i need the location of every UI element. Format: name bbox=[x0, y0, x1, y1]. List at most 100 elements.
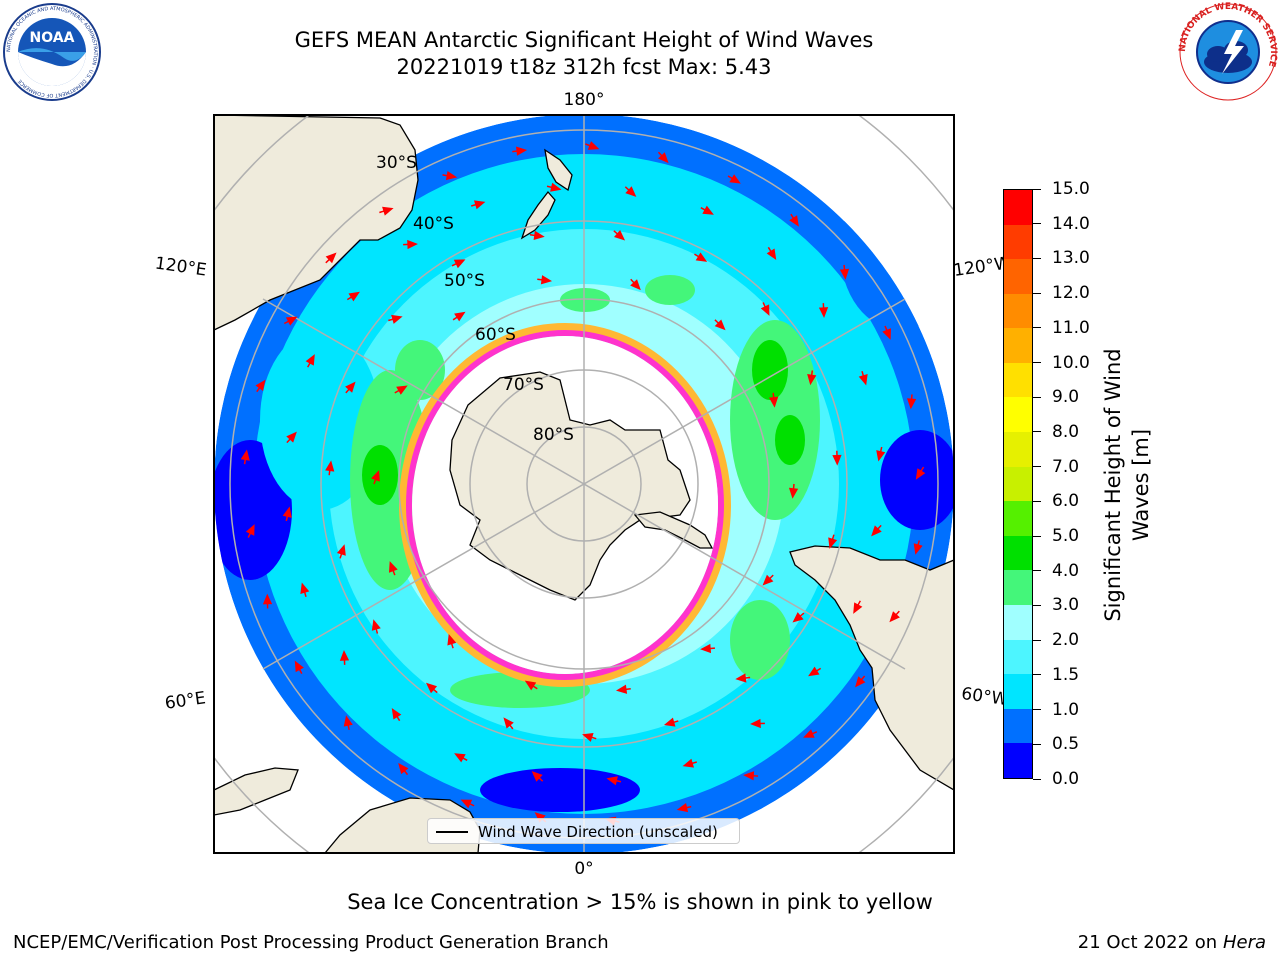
wave-arrow-head bbox=[282, 506, 292, 518]
wave-arrow-head bbox=[473, 200, 486, 210]
noaa-logo: NOAA NATIONAL OCEANIC AND ATMOSPHERIC AD… bbox=[3, 3, 101, 101]
lon-label-120e: 120°E bbox=[154, 254, 208, 281]
wave-arrow-head bbox=[460, 799, 473, 809]
wave-arrow-head bbox=[533, 230, 545, 240]
footer-host: Hera bbox=[1222, 932, 1266, 953]
wave-arrow-head bbox=[613, 230, 626, 241]
wave-arrow-head bbox=[388, 561, 398, 573]
wave-arrow-head bbox=[550, 182, 562, 192]
wave-arrow-head bbox=[855, 676, 866, 688]
wave-arrow-head bbox=[286, 431, 297, 443]
colorbar-tick bbox=[1033, 709, 1041, 711]
wave-arrow-head bbox=[714, 319, 726, 331]
colorbar-title-line1: Significant Height of Wind bbox=[1101, 348, 1125, 622]
wave-arrow-head bbox=[305, 354, 315, 366]
chart-subtitle: 20221019 t18z 312h fcst Max: 5.43 bbox=[396, 55, 772, 79]
colorbar-segment bbox=[1004, 535, 1032, 571]
colorbar-tick-label: 13.0 bbox=[1052, 248, 1090, 269]
wave-arrow-head bbox=[702, 205, 714, 215]
footer-date-text: 21 Oct 2022 on bbox=[1077, 932, 1223, 953]
wave-arrow-head bbox=[839, 268, 850, 280]
wave-arrow-head bbox=[803, 729, 815, 738]
colorbar-tick bbox=[1033, 362, 1041, 364]
map-border bbox=[213, 114, 955, 854]
lon-label-60e: 60°E bbox=[164, 688, 207, 713]
wave-arrow-head bbox=[743, 771, 755, 781]
colorbar-tick bbox=[1033, 188, 1041, 190]
colorbar-tick-label: 5.0 bbox=[1052, 526, 1080, 547]
wave-arrow-head bbox=[906, 398, 917, 410]
colorbar-segment bbox=[1004, 259, 1032, 294]
map-legend: Wind Wave Direction (unscaled) bbox=[427, 818, 740, 844]
wave-arrow-head bbox=[371, 619, 381, 631]
wave-arrow-head bbox=[294, 660, 304, 673]
colorbar-segment bbox=[1004, 570, 1032, 606]
colorbar-tick bbox=[1033, 639, 1041, 641]
ice-edge-outer bbox=[399, 323, 731, 687]
legend-label: Wind Wave Direction (unscaled) bbox=[478, 823, 718, 841]
wave-arrow-head bbox=[240, 449, 250, 461]
wave-arrow-head bbox=[348, 291, 360, 302]
colorbar-tick-label: 6.0 bbox=[1052, 491, 1080, 512]
nws-logo: NATIONAL WEATHER SERVICE bbox=[1178, 2, 1278, 101]
wave-arrow-head bbox=[339, 650, 350, 661]
colorbar-tick-label: 15.0 bbox=[1052, 179, 1090, 199]
lon-label-0: 0° bbox=[574, 859, 593, 879]
wave-arrow-head bbox=[789, 215, 799, 227]
colorbar-tick bbox=[1033, 570, 1041, 572]
wave-arrow-head bbox=[663, 717, 676, 727]
colorbar-tick bbox=[1033, 257, 1041, 259]
wave-arrow-head bbox=[345, 381, 356, 393]
wave-arrow-head bbox=[729, 174, 741, 184]
wave-arrow-head bbox=[245, 524, 255, 536]
wave-arrow-head bbox=[625, 186, 637, 197]
wave-arrow-head bbox=[454, 311, 466, 322]
colorbar-tick-label: 7.0 bbox=[1052, 456, 1080, 477]
lat-label-70s: 70°S bbox=[503, 375, 544, 395]
wave-arrow-head bbox=[262, 593, 273, 605]
wave-arrow-head bbox=[371, 470, 380, 482]
wave-arrow-head bbox=[768, 396, 779, 408]
wave-arrow-head bbox=[913, 543, 923, 555]
wave-arrow-head bbox=[300, 582, 310, 595]
wave-arrow-head bbox=[853, 602, 863, 614]
colorbar-segment bbox=[1004, 362, 1032, 398]
colorbar-tick-label: 1.0 bbox=[1052, 699, 1080, 720]
colorbar-tick-label: 14.0 bbox=[1052, 213, 1090, 234]
footer-date: 21 Oct 2022 on Hera bbox=[1078, 932, 1266, 953]
wave-arrow-head bbox=[524, 680, 537, 691]
wave-arrow-head bbox=[540, 275, 553, 285]
wave-arrow-head bbox=[453, 259, 466, 269]
wave-arrow-head bbox=[398, 762, 409, 775]
colorbar-segment bbox=[1004, 605, 1032, 640]
wave-arrow-head bbox=[630, 279, 641, 291]
footer-credit: NCEP/EMC/Verification Post Processing Pr… bbox=[13, 932, 609, 953]
wind-wave-arrows bbox=[240, 141, 926, 826]
wave-arrow-head bbox=[391, 314, 403, 324]
wave-arrow-head bbox=[391, 708, 402, 720]
noaa-logo-text: NOAA bbox=[30, 30, 75, 46]
wave-arrow-head bbox=[336, 544, 346, 556]
colorbar-tick-label: 12.0 bbox=[1052, 283, 1090, 304]
antarctic-peninsula bbox=[633, 511, 714, 549]
madagascar-landmass bbox=[214, 767, 299, 816]
wave-arrow-head bbox=[876, 450, 886, 462]
colorbar-tick bbox=[1033, 674, 1041, 676]
antarctica-landmass bbox=[449, 371, 691, 601]
lat-label-50s: 50°S bbox=[444, 271, 485, 291]
wave-arrow-head bbox=[807, 374, 817, 386]
lat-label-30s: 30°S bbox=[376, 153, 417, 173]
legend-line-swatch bbox=[436, 831, 468, 833]
wave-arrow-head bbox=[582, 733, 594, 742]
wave-arrow-head bbox=[871, 525, 882, 537]
colorbar-tick bbox=[1033, 500, 1041, 502]
colorbar-segment bbox=[1004, 466, 1032, 502]
wave-arrow-head bbox=[382, 206, 394, 216]
wave-arrow-head bbox=[343, 715, 353, 727]
sea-ice-note: Sea Ice Concentration > 15% is shown in … bbox=[347, 890, 933, 914]
colorbar bbox=[1003, 189, 1033, 779]
colorbar-tick-label: 1.5 bbox=[1052, 664, 1080, 685]
wave-arrow-head bbox=[606, 776, 618, 786]
wave-arrow-head bbox=[657, 152, 669, 164]
